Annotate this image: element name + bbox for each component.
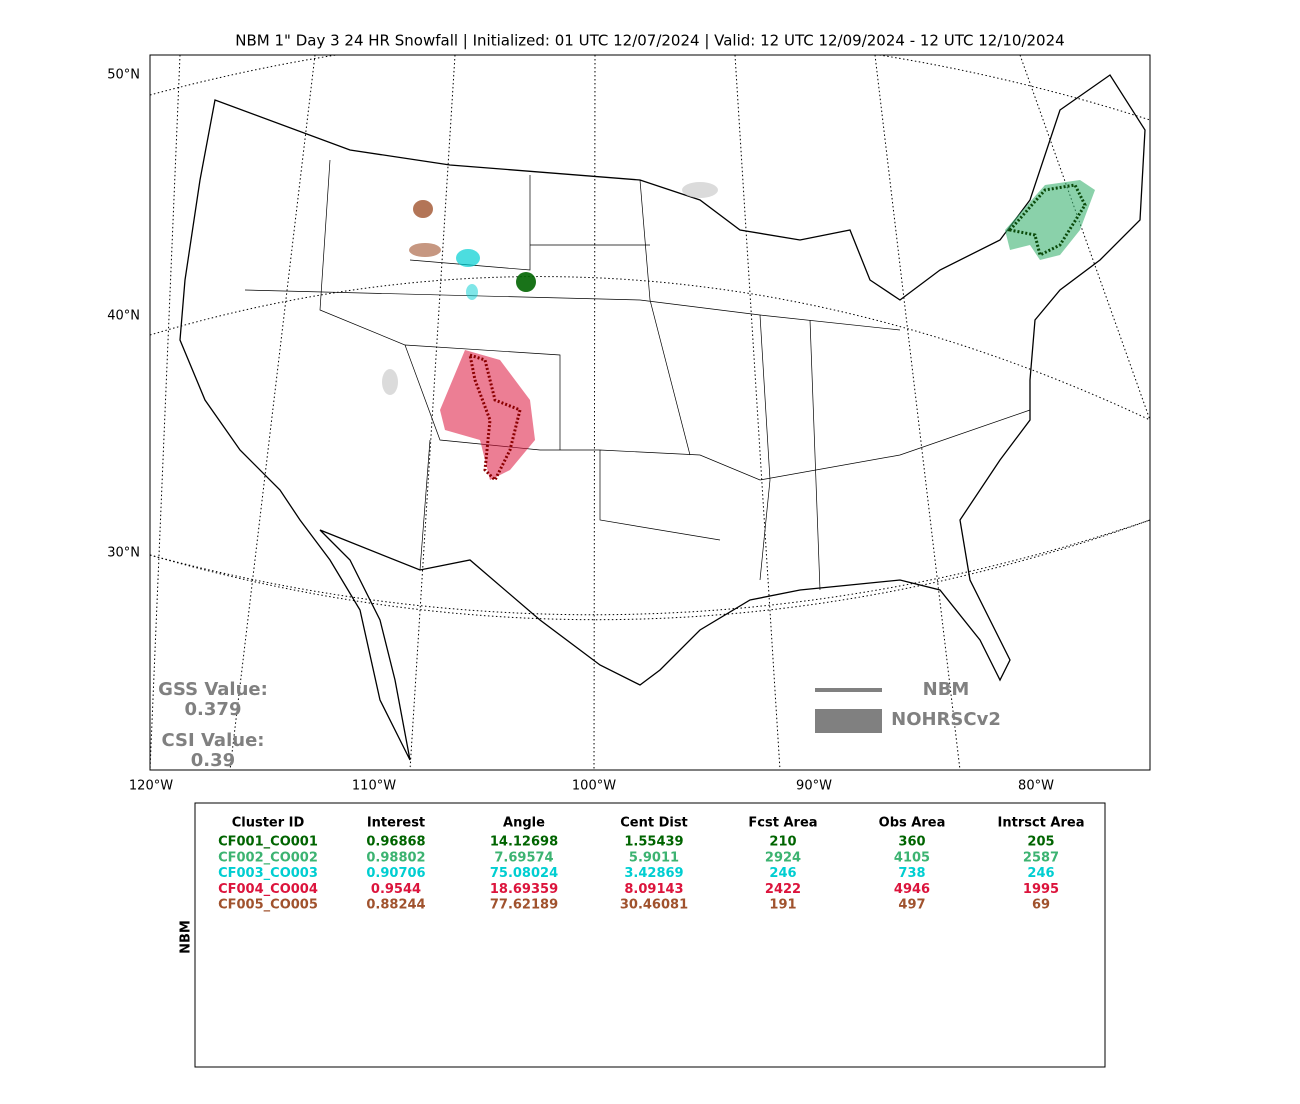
table-cell: 8.09143	[624, 882, 683, 897]
lon-label: 110°W	[352, 779, 396, 794]
map-frame	[149, 54, 1151, 771]
table-cell: 246	[1027, 866, 1054, 881]
table-header: Angle	[503, 816, 545, 831]
legend-label: NBM	[923, 679, 970, 700]
legend-swatch	[815, 709, 882, 733]
table-cell: 191	[769, 898, 796, 913]
table-cell: 205	[1027, 835, 1054, 850]
legend-label: NOHRSCv2	[891, 709, 1001, 730]
table-header: Cluster ID	[232, 816, 305, 831]
table-cell: 14.12698	[490, 835, 558, 850]
table-cell: 1.55439	[624, 835, 683, 850]
table-cell: 246	[769, 866, 796, 881]
table-cell: 18.69359	[490, 882, 558, 897]
lon-label: 80°W	[1018, 779, 1054, 794]
table-cell: 2587	[1023, 850, 1059, 865]
lat-label: 40°N	[107, 309, 140, 324]
table-cell: 69	[1032, 898, 1050, 913]
table-cell: CF002_CO002	[218, 850, 318, 865]
table-side-label: NBM	[179, 920, 194, 954]
table-frame	[194, 802, 1106, 1068]
table-cell: 0.96868	[366, 835, 425, 850]
table-cell: 0.9544	[371, 882, 421, 897]
lon-labels: 120°W 110°W 100°W 90°W 80°W	[129, 779, 1054, 794]
table-header: Cent Dist	[620, 816, 688, 831]
table-cell: CF004_CO004	[218, 882, 318, 897]
scores: GSS Value: 0.379 CSI Value: 0.39	[158, 679, 268, 771]
gss-value: 0.379	[185, 699, 242, 720]
table-cell: CF005_CO005	[218, 898, 318, 913]
table-header: Interest	[367, 816, 425, 831]
table-cell: 0.90706	[366, 866, 425, 881]
table-header: Obs Area	[879, 816, 946, 831]
table-cell: 7.69574	[494, 850, 553, 865]
csi-label: CSI Value:	[162, 730, 265, 751]
lat-label: 50°N	[107, 68, 140, 83]
map	[150, 55, 1150, 770]
table-cell: 210	[769, 835, 796, 850]
lat-labels: 50°N 40°N 30°N	[107, 68, 140, 561]
table-cell: 75.08024	[490, 866, 558, 881]
table-cell: 0.88244	[366, 898, 425, 913]
table-header: Intrsct Area	[998, 816, 1085, 831]
table-cell: CF003_CO003	[218, 866, 318, 881]
table-cell: 0.98802	[366, 850, 425, 865]
table-cell: 5.9011	[629, 850, 679, 865]
table-cell: 360	[898, 835, 925, 850]
table-cell: 1995	[1023, 882, 1059, 897]
table-cell: 2924	[765, 850, 801, 865]
table-cell: 3.42869	[624, 866, 683, 881]
table-cell: 738	[898, 866, 925, 881]
table-header: Fcst Area	[748, 816, 817, 831]
table: Cluster ID Interest Angle Cent Dist Fcst Are…	[218, 816, 1084, 913]
lon-label: 100°W	[572, 779, 616, 794]
table-cell: 4946	[894, 882, 930, 897]
lat-label: 30°N	[107, 546, 140, 561]
table-cell: 30.46081	[620, 898, 688, 913]
table-cell: 4105	[894, 850, 930, 865]
table-cell: 2422	[765, 882, 801, 897]
table-cell: 497	[898, 898, 925, 913]
lon-label: 120°W	[129, 779, 173, 794]
table-cell: 77.62189	[490, 898, 558, 913]
gss-label: GSS Value:	[158, 679, 268, 700]
lon-label: 90°W	[796, 779, 832, 794]
table-cell: CF001_CO001	[218, 835, 318, 850]
csi-value: 0.39	[191, 750, 235, 771]
title: NBM 1" Day 3 24 HR Snowfall | Initialize…	[235, 32, 1064, 50]
